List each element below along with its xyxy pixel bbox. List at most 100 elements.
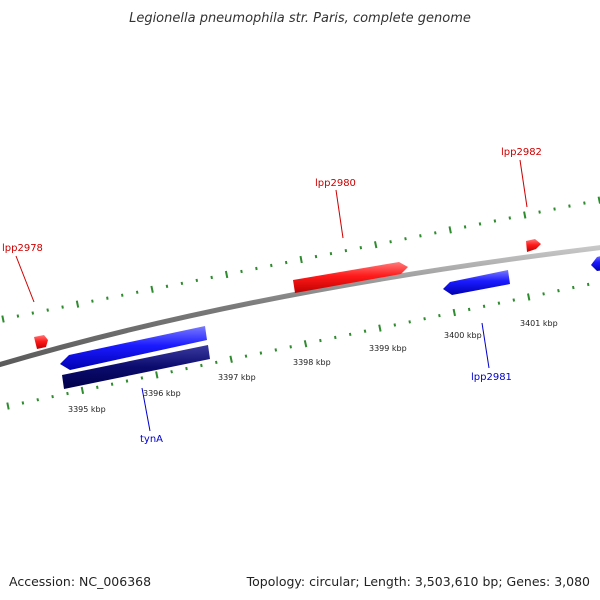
tick-mark [452, 308, 456, 317]
tick-mark [155, 371, 159, 379]
tick-mark [255, 266, 258, 271]
tick-mark [512, 298, 516, 302]
tick-mark [527, 293, 531, 301]
tick-mark [284, 260, 288, 265]
scale-label: 3399 kbp [369, 344, 407, 353]
tick-mark [215, 360, 218, 365]
leader-lpp2980 [335, 189, 344, 239]
tick-mark [16, 314, 20, 318]
tick-mark [229, 355, 233, 363]
tick-mark [329, 252, 333, 256]
tick-mark [478, 222, 482, 226]
tick-mark [497, 301, 501, 305]
tick-mark [393, 323, 397, 327]
gene-lpp2980-arrow[interactable] [293, 262, 408, 293]
tick-mark [303, 340, 308, 348]
tick-mark [553, 207, 556, 211]
tick-mark [80, 386, 85, 395]
accession-text: Accession: NC_006368 [9, 574, 151, 589]
tick-mark [150, 285, 154, 293]
scale-label: 3397 kbp [218, 373, 256, 382]
tick-mark [448, 226, 452, 234]
tick-mark [348, 332, 352, 337]
tick-mark [467, 307, 471, 312]
tick-mark [200, 363, 203, 368]
tick-mark [6, 402, 10, 410]
tick-mark [224, 270, 229, 279]
tick-mark [289, 345, 292, 349]
tick-mark [21, 401, 25, 405]
scale-label: 3400 kbp [444, 331, 482, 340]
tick-mark [165, 284, 169, 288]
leader-lpp2981 [481, 322, 490, 369]
tick-mark [419, 234, 422, 238]
tick-mark [408, 320, 411, 324]
tick-mark [195, 278, 199, 283]
tick-mark [36, 398, 40, 402]
gene-tyna-highlight-arrow[interactable] [62, 345, 210, 389]
outer-tick-track [1, 196, 600, 323]
tick-mark [423, 317, 426, 321]
tick-mark [180, 281, 184, 286]
tick-mark [314, 254, 318, 259]
tick-mark [140, 376, 144, 380]
tick-mark [270, 263, 273, 268]
tick-mark [378, 324, 382, 332]
tick-mark [572, 285, 575, 290]
gene-lpp2978-arrow[interactable] [34, 335, 48, 349]
tick-mark [493, 219, 497, 223]
tick-mark [61, 305, 64, 309]
tick-mark [185, 366, 188, 371]
tick-mark [344, 249, 348, 253]
genome-backbone [0, 245, 600, 368]
tick-mark [319, 338, 322, 343]
tick-mark [31, 311, 35, 315]
scale-label: 3396 kbp [143, 389, 181, 398]
gene-lpp2982-arrow[interactable] [526, 239, 541, 252]
tick-mark [66, 391, 69, 396]
gene-label-lpp2980[interactable]: lpp2980 [315, 178, 356, 189]
gene-partial-right-arrow[interactable] [591, 255, 600, 271]
gene-label-tyna[interactable]: tynA [140, 434, 163, 445]
tick-mark [542, 292, 545, 296]
tick-mark [46, 308, 49, 312]
tick-mark [538, 210, 541, 214]
map-title: Legionella pneumophila str. Paris, compl… [129, 11, 471, 26]
gene-label-lpp2978[interactable]: lpp2978 [2, 243, 43, 254]
tick-mark [482, 304, 486, 308]
tick-mark [135, 290, 139, 294]
tick-mark [363, 329, 367, 333]
scale-labels: 3395 kbp 3396 kbp 3397 kbp 3398 kbp 3399… [68, 319, 558, 414]
tick-mark [438, 313, 441, 318]
scale-label: 3401 kbp [520, 319, 558, 328]
inner-tick-track [6, 282, 590, 410]
tick-mark [210, 275, 213, 280]
tick-mark [240, 269, 243, 274]
scale-label: 3398 kbp [293, 358, 331, 367]
tick-mark [508, 216, 512, 220]
tick-mark [96, 385, 99, 389]
tick-mark [299, 255, 303, 264]
tick-mark [568, 204, 571, 208]
tick-mark [244, 354, 248, 358]
tick-mark [125, 379, 129, 383]
gene-label-lpp2982[interactable]: lpp2982 [501, 147, 542, 158]
tick-mark [389, 240, 392, 244]
leader-tyna [141, 387, 151, 432]
tick-mark [557, 288, 560, 293]
tick-mark [110, 382, 114, 386]
scale-label: 3395 kbp [68, 405, 106, 414]
tick-mark [404, 237, 407, 241]
tick-mark [334, 335, 337, 340]
gene-tyna-arrow[interactable] [60, 326, 207, 370]
genome-summary-text: Topology: circular; Length: 3,503,610 bp… [246, 574, 590, 589]
gene-lpp2981-arrow[interactable] [443, 270, 510, 295]
tick-mark [359, 246, 363, 250]
tick-mark [523, 211, 527, 219]
gene-label-lpp2981[interactable]: lpp2981 [471, 372, 512, 383]
label-leaders [15, 159, 528, 432]
tick-mark [374, 241, 378, 249]
tick-mark [51, 394, 54, 399]
tick-mark [1, 315, 5, 323]
